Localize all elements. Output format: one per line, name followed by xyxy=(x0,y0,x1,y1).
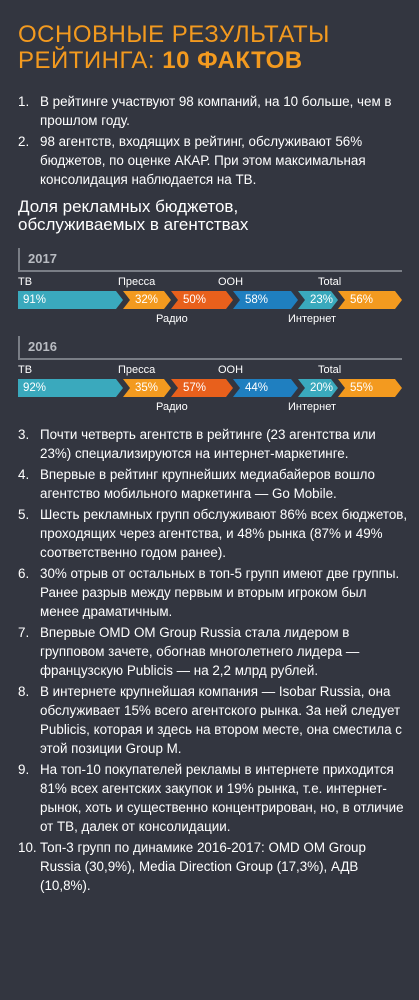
bar-value-label: 50% xyxy=(183,294,207,306)
year-label: 2016 xyxy=(28,339,57,354)
fact-number: 5. xyxy=(18,507,30,522)
bar-segment: 58% xyxy=(233,291,298,309)
fact-item: 9. На топ-10 покупателей рекламы в интерн… xyxy=(18,760,408,836)
bar-value-label: 57% xyxy=(183,382,207,394)
category-label: Радио xyxy=(156,401,188,413)
fact-number: 8. xyxy=(18,684,30,699)
bar-segment: 35% xyxy=(123,379,171,397)
bar-segment: 32% xyxy=(123,291,171,309)
bar-segment: 50% xyxy=(171,291,233,309)
year-header-rule xyxy=(18,336,20,358)
chart-heading-line-1: Доля рекламных бюджетов, xyxy=(18,197,239,216)
page-title: ОСНОВНЫЕ РЕЗУЛЬТАТЫ РЕЙТИНГА: 10 ФАКТОВ xyxy=(18,22,408,74)
fact-text: В рейтинге участвуют 98 компаний, на 10 … xyxy=(40,94,392,128)
chart-heading-line-2: обслуживаемых в агентствах xyxy=(18,215,249,234)
title-line-2-prefix: РЕЙТИНГА: xyxy=(18,47,163,74)
fact-text: 30% отрыв от остальных в топ-5 групп име… xyxy=(40,566,400,619)
fact-item: 3. Почти четверть агентств в рейтинге (23… xyxy=(18,425,408,463)
fact-number: 2. xyxy=(18,134,30,149)
bar-value-label: 44% xyxy=(245,382,269,394)
category-label: Total xyxy=(318,364,342,376)
fact-item: 2. 98 агентств, входящих в рейтинг, обслу… xyxy=(18,132,408,189)
fact-number: 6. xyxy=(18,566,30,581)
category-label: ТВ xyxy=(18,364,33,376)
fact-number: 3. xyxy=(18,427,30,442)
category-label: Пресса xyxy=(118,364,156,376)
year-label: 2017 xyxy=(28,251,57,266)
year-header-rule xyxy=(18,248,20,270)
bar-value-label: 20% xyxy=(310,382,334,394)
bar-segment: 56% xyxy=(338,291,402,309)
fact-text: Шесть рекламных групп обслуживают 86% вс… xyxy=(40,507,408,560)
category-label: ТВ xyxy=(18,276,33,288)
fact-item: 7. Впервые OMD OM Group Russia стала лиде… xyxy=(18,623,408,680)
category-label: Интернет xyxy=(288,401,336,413)
category-label: ООН xyxy=(218,276,244,288)
facts-list-top: 1. В рейтинге участвуют 98 компаний, на 1… xyxy=(18,92,408,191)
bar-value-label: 35% xyxy=(135,382,159,394)
fact-text: 98 агентств, входящих в рейтинг, обслужи… xyxy=(40,134,366,187)
fact-text: Впервые OMD OM Group Russia стала лидеро… xyxy=(40,625,360,678)
category-label: Пресса xyxy=(118,276,156,288)
fact-item: 6. 30% отрыв от остальных в топ-5 групп и… xyxy=(18,564,408,621)
bar-value-label: 91% xyxy=(23,294,47,306)
bar-segment: 44% xyxy=(233,379,298,397)
year-header-2017: 2017 xyxy=(18,248,402,272)
fact-number: 4. xyxy=(18,467,30,482)
bar-row-2016: 92% 35% 57% 44% 20% 55% xyxy=(18,379,402,397)
bar-segment: 20% xyxy=(298,379,338,397)
title-highlight: 10 ФАКТОВ xyxy=(162,47,303,74)
fact-number: 7. xyxy=(18,625,30,640)
facts-list-bottom: 3. Почти четверть агентств в рейтинге (23… xyxy=(18,425,408,897)
bar-segment: 23% xyxy=(298,291,338,309)
bar-value-label: 55% xyxy=(350,382,374,394)
fact-item: 5. Шесть рекламных групп обслуживают 86% … xyxy=(18,505,408,562)
fact-item: 10. Топ-3 групп по динамике 2016-2017: OM… xyxy=(18,838,408,895)
fact-text: Почти четверть агентств в рейтинге (23 а… xyxy=(40,427,376,461)
bar-value-label: 92% xyxy=(23,382,47,394)
bar-segment: 91% xyxy=(18,291,123,309)
bar-row-2017: 91% 32% 50% 58% 23% 56% xyxy=(18,291,402,309)
fact-number: 9. xyxy=(18,762,30,777)
bar-value-label: 56% xyxy=(350,294,374,306)
fact-item: 4. Впервые в рейтинг крупнейших медиабайе… xyxy=(18,465,408,503)
fact-text: Топ-3 групп по динамике 2016-2017: OMD O… xyxy=(40,840,366,893)
fact-text: Впервые в рейтинг крупнейших медиабайеро… xyxy=(40,467,375,501)
fact-item: 1. В рейтинге участвуют 98 компаний, на 1… xyxy=(18,92,408,130)
category-label: ООН xyxy=(218,364,244,376)
bar-value-label: 32% xyxy=(135,294,159,306)
title-line-2: РЕЙТИНГА: 10 ФАКТОВ xyxy=(18,48,408,74)
bar-value-label: 58% xyxy=(245,294,269,306)
fact-text: В интернете крупнейшая компания — Isobar… xyxy=(40,684,402,756)
bar-segment: 92% xyxy=(18,379,123,397)
category-label: Total xyxy=(318,276,342,288)
bar-segment: 57% xyxy=(171,379,233,397)
bar-value-label: 23% xyxy=(310,294,334,306)
chart-heading: Доля рекламных бюджетов, обслуживаемых в… xyxy=(18,198,408,234)
category-label: Интернет xyxy=(288,313,336,325)
fact-text: На топ-10 покупателей рекламы в интернет… xyxy=(40,762,404,834)
fact-item: 8. В интернете крупнейшая компания — Isob… xyxy=(18,682,408,758)
fact-number: 1. xyxy=(18,94,30,109)
fact-number: 10. xyxy=(18,840,37,855)
category-label: Радио xyxy=(156,313,188,325)
bar-segment: 55% xyxy=(338,379,402,397)
title-line-1: ОСНОВНЫЕ РЕЗУЛЬТАТЫ xyxy=(18,21,330,48)
year-header-2016: 2016 xyxy=(18,336,402,360)
